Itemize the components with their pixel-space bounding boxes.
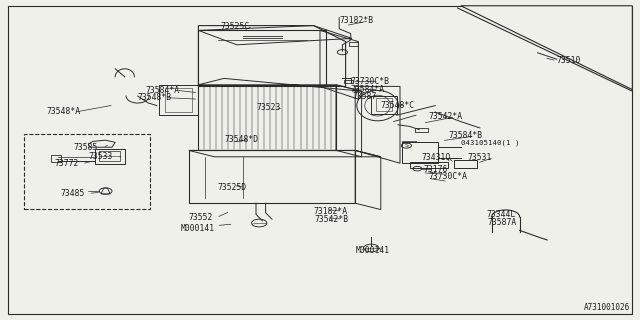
Text: 73510: 73510 — [557, 56, 581, 65]
Polygon shape — [461, 6, 632, 90]
Text: A731001026: A731001026 — [584, 303, 630, 312]
Text: 73344L: 73344L — [486, 210, 516, 219]
Text: 73525C: 73525C — [221, 22, 250, 31]
Text: 73548*D: 73548*D — [224, 135, 258, 144]
Text: S: S — [405, 143, 409, 148]
Polygon shape — [198, 30, 326, 86]
Text: 73542*B: 73542*B — [315, 215, 349, 224]
Text: 73585: 73585 — [74, 143, 98, 152]
Text: 043105140(1 ): 043105140(1 ) — [461, 140, 519, 146]
Text: 73730C*A: 73730C*A — [429, 172, 468, 181]
Text: 73182*A: 73182*A — [314, 207, 348, 216]
Text: 73485: 73485 — [61, 189, 85, 198]
Text: 73548*A: 73548*A — [46, 108, 80, 116]
Text: 73542*A: 73542*A — [429, 112, 463, 121]
Text: M000141: M000141 — [180, 224, 214, 233]
Text: 73182*B: 73182*B — [339, 16, 373, 25]
Text: 73584*B: 73584*B — [448, 132, 482, 140]
Text: 73587A: 73587A — [488, 218, 517, 227]
Text: 73548*B: 73548*B — [138, 93, 172, 102]
Text: 73584*A: 73584*A — [146, 86, 180, 95]
Text: 73587: 73587 — [352, 92, 376, 101]
Text: 73523: 73523 — [256, 103, 280, 112]
Text: 73431Q: 73431Q — [421, 153, 451, 162]
Text: M000141: M000141 — [355, 246, 389, 255]
Text: 73552: 73552 — [189, 213, 213, 222]
Text: 73730C*B: 73730C*B — [351, 77, 390, 86]
Text: 73772: 73772 — [54, 159, 79, 168]
Text: 73531: 73531 — [467, 153, 492, 162]
Text: 73533: 73533 — [88, 152, 113, 161]
Text: 73584*A: 73584*A — [351, 85, 385, 94]
Text: 73525D: 73525D — [218, 183, 247, 192]
Text: 73176: 73176 — [424, 165, 448, 174]
Text: 73548*C: 73548*C — [381, 101, 415, 110]
